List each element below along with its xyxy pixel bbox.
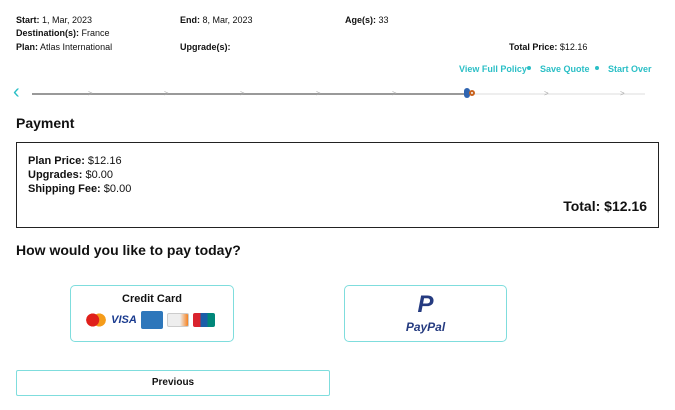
back-chevron-icon[interactable]: ‹: [13, 81, 20, 103]
progress-step-icon: >: [316, 89, 321, 98]
ages: Age(s): 33: [345, 15, 389, 25]
progress-step-icon: >: [392, 89, 397, 98]
mastercard-icon: [85, 313, 108, 327]
plan-price: Plan Price: $12.16: [28, 155, 122, 167]
start-label: Start:: [16, 15, 40, 25]
paypal-button[interactable]: P PayPal: [344, 285, 507, 342]
destination: Destination(s): France: [16, 28, 110, 38]
view-full-policy-link[interactable]: View Full Policy: [459, 64, 527, 74]
plan-value: Atlas International: [40, 42, 113, 52]
payment-total-value: $12.16: [604, 198, 647, 214]
current-step-marker: [464, 88, 476, 98]
amex-icon: [140, 311, 163, 329]
plan: Plan: Atlas International: [16, 42, 112, 52]
ages-label: Age(s):: [345, 15, 376, 25]
separator-dot: [595, 66, 599, 70]
destination-label: Destination(s):: [16, 28, 79, 38]
credit-card-button[interactable]: Credit Card VISA: [70, 285, 234, 342]
payment-title: Payment: [16, 115, 75, 131]
upgrades: Upgrade(s):: [180, 42, 231, 52]
progress-step-icon: >: [88, 89, 93, 98]
save-quote-link[interactable]: Save Quote: [540, 64, 590, 74]
paypal-logo-icon: P: [417, 291, 434, 318]
plan-price-value: $12.16: [87, 155, 122, 167]
start-value: 1, Mar, 2023: [42, 15, 93, 25]
paypal-label: PayPal: [405, 320, 446, 334]
credit-card-label: Credit Card: [122, 293, 182, 305]
payment-total: Total: $12.16: [563, 198, 647, 214]
progress-step-icon: >: [164, 89, 169, 98]
end-value: 8, Mar, 2023: [202, 15, 253, 25]
upgrades-label: Upgrade(s):: [180, 42, 231, 52]
discover-icon: [166, 313, 189, 327]
upgrades-fee: Upgrades: $0.00: [28, 169, 113, 181]
shipping-fee-label: Shipping Fee:: [28, 183, 101, 195]
start-over-link[interactable]: Start Over: [608, 64, 652, 74]
progress-step-icon: >: [620, 89, 625, 98]
start-date: Start: 1, Mar, 2023: [16, 15, 92, 25]
total-price: Total Price: $12.16: [509, 42, 587, 52]
previous-button[interactable]: Previous: [16, 370, 330, 396]
plan-label: Plan:: [16, 42, 39, 52]
payment-question: How would you like to pay today?: [16, 242, 241, 258]
progress-step-icon: >: [240, 89, 245, 98]
ages-value: 33: [378, 15, 389, 25]
end-label: End:: [180, 15, 200, 25]
separator-dot: [527, 66, 531, 70]
shipping-fee: Shipping Fee: $0.00: [28, 183, 131, 195]
visa-icon: VISA: [111, 314, 137, 326]
total-price-value: $12.16: [559, 42, 588, 52]
progress-fill: [32, 93, 468, 95]
payment-summary-box: Plan Price: $12.16 Upgrades: $0.00 Shipp…: [16, 142, 659, 228]
end-date: End: 8, Mar, 2023: [180, 15, 253, 25]
plan-price-label: Plan Price:: [28, 155, 85, 167]
total-price-label: Total Price:: [509, 42, 558, 52]
destination-value: France: [81, 28, 110, 38]
upgrades-fee-label: Upgrades:: [28, 169, 83, 181]
upgrades-fee-value: $0.00: [85, 169, 113, 181]
payment-total-label: Total:: [563, 198, 601, 214]
unionpay-icon: [192, 313, 215, 327]
shipping-fee-value: $0.00: [103, 183, 132, 195]
progress-step-icon: >: [544, 89, 549, 98]
